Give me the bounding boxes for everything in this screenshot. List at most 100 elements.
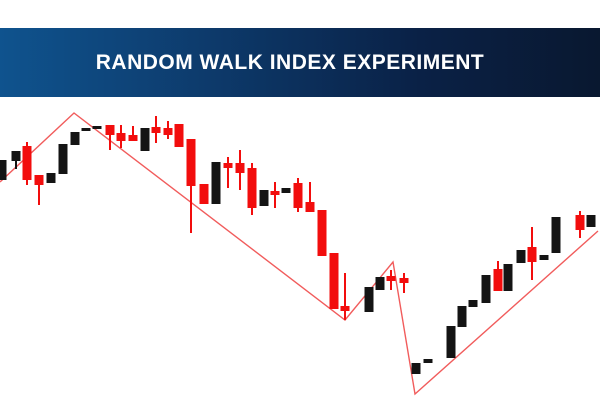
candle bbox=[46, 173, 56, 183]
page-title: RANDOM WALK INDEX EXPERIMENT bbox=[95, 50, 485, 74]
candle-body bbox=[481, 275, 491, 303]
candle-body bbox=[199, 184, 209, 204]
candle bbox=[34, 175, 44, 205]
candle-body bbox=[317, 210, 327, 256]
candle-body bbox=[281, 188, 291, 193]
candle-body bbox=[503, 264, 513, 291]
candle-body bbox=[128, 135, 138, 141]
candle-body bbox=[211, 162, 221, 204]
candle bbox=[247, 163, 257, 215]
candle bbox=[223, 157, 233, 188]
candle bbox=[446, 326, 456, 358]
candle-body bbox=[527, 247, 537, 262]
candle bbox=[468, 300, 478, 307]
candle bbox=[364, 287, 374, 312]
candle-body bbox=[586, 215, 596, 227]
candle-body bbox=[151, 127, 161, 133]
candle-body bbox=[270, 191, 280, 195]
candle bbox=[270, 182, 280, 208]
candle-body bbox=[305, 202, 315, 212]
candle bbox=[128, 126, 138, 141]
candle bbox=[305, 182, 315, 212]
candle bbox=[481, 275, 491, 303]
candle-body bbox=[46, 173, 56, 183]
candle bbox=[527, 227, 537, 280]
candle-body bbox=[516, 250, 526, 263]
candle bbox=[423, 359, 433, 363]
candle-body bbox=[539, 255, 549, 260]
candle-body bbox=[493, 269, 503, 291]
candle bbox=[317, 210, 327, 256]
candle-body bbox=[446, 326, 456, 358]
candle bbox=[58, 144, 68, 174]
candle bbox=[457, 306, 467, 327]
candle-body bbox=[140, 128, 150, 151]
candle bbox=[375, 277, 385, 290]
candle-body bbox=[457, 306, 467, 327]
candle bbox=[340, 273, 350, 320]
candle bbox=[551, 217, 561, 253]
candle-body bbox=[116, 133, 126, 141]
candle bbox=[411, 363, 421, 374]
candle bbox=[0, 160, 7, 180]
zigzag-overlay-line bbox=[0, 112, 599, 396]
candle-body bbox=[163, 128, 173, 135]
candle bbox=[140, 128, 150, 151]
candle-body bbox=[340, 306, 350, 311]
candle bbox=[539, 255, 549, 260]
candle bbox=[70, 132, 80, 145]
candle bbox=[174, 124, 184, 147]
candle-body bbox=[105, 125, 115, 135]
candle-body bbox=[575, 215, 585, 230]
candle-body bbox=[223, 163, 233, 168]
candle bbox=[81, 128, 91, 131]
candle bbox=[259, 190, 269, 206]
candle bbox=[163, 121, 173, 139]
candle bbox=[329, 253, 339, 309]
title-banner: RANDOM WALK INDEX EXPERIMENT bbox=[0, 28, 600, 97]
candle bbox=[293, 178, 303, 212]
candle-body bbox=[34, 175, 44, 185]
candle bbox=[235, 150, 245, 190]
candle bbox=[586, 215, 596, 227]
candle-body bbox=[22, 146, 32, 180]
candle bbox=[399, 273, 409, 293]
candle-body bbox=[423, 359, 433, 363]
candle-body bbox=[259, 190, 269, 206]
candle-body bbox=[235, 163, 245, 173]
candle-body bbox=[411, 363, 421, 374]
candle bbox=[116, 125, 126, 148]
candle bbox=[503, 264, 513, 291]
candle bbox=[11, 151, 21, 169]
candle bbox=[386, 270, 396, 290]
candle-body bbox=[0, 160, 7, 180]
candle bbox=[105, 125, 115, 150]
candle bbox=[516, 250, 526, 263]
candle-body bbox=[551, 217, 561, 253]
candle bbox=[92, 126, 102, 129]
candle bbox=[199, 184, 209, 204]
candle-body bbox=[11, 151, 21, 161]
candle-body bbox=[247, 168, 257, 208]
candle-body bbox=[174, 124, 184, 147]
candle bbox=[22, 142, 32, 185]
candle-body bbox=[70, 132, 80, 145]
candle-body bbox=[58, 144, 68, 174]
candle-body bbox=[92, 126, 102, 129]
candle-body bbox=[364, 287, 374, 312]
candle-body bbox=[329, 253, 339, 309]
candle bbox=[151, 116, 161, 143]
candle-body bbox=[375, 277, 385, 290]
candle bbox=[211, 162, 221, 204]
candle bbox=[575, 211, 585, 238]
candle-body bbox=[386, 276, 396, 281]
candle-body bbox=[399, 278, 409, 283]
candle bbox=[493, 261, 503, 291]
candle-body bbox=[293, 183, 303, 208]
candle bbox=[186, 139, 196, 233]
candle bbox=[281, 188, 291, 193]
candle-body bbox=[186, 139, 196, 186]
candle-body bbox=[468, 300, 478, 307]
candle-body bbox=[81, 128, 91, 131]
